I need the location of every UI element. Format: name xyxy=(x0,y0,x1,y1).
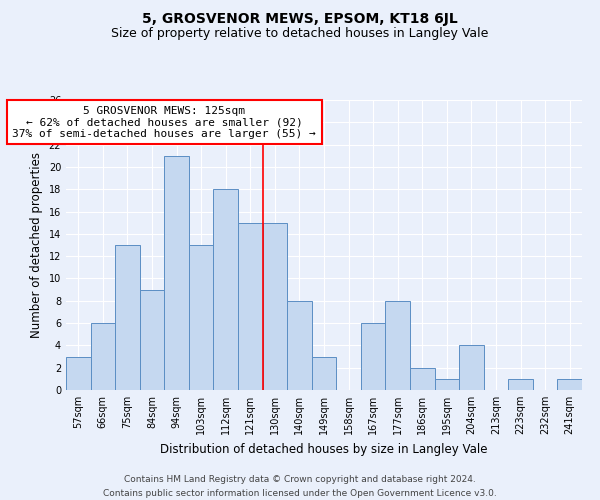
Bar xyxy=(287,301,312,390)
Bar xyxy=(312,356,336,390)
Bar xyxy=(189,245,214,390)
Bar xyxy=(66,356,91,390)
Bar xyxy=(385,301,410,390)
X-axis label: Distribution of detached houses by size in Langley Vale: Distribution of detached houses by size … xyxy=(160,442,488,456)
Text: Size of property relative to detached houses in Langley Vale: Size of property relative to detached ho… xyxy=(112,28,488,40)
Bar xyxy=(361,323,385,390)
Bar xyxy=(263,222,287,390)
Bar xyxy=(410,368,434,390)
Bar xyxy=(91,323,115,390)
Bar xyxy=(459,346,484,390)
Bar xyxy=(508,379,533,390)
Bar xyxy=(115,245,140,390)
Y-axis label: Number of detached properties: Number of detached properties xyxy=(30,152,43,338)
Bar xyxy=(557,379,582,390)
Bar xyxy=(434,379,459,390)
Text: 5, GROSVENOR MEWS, EPSOM, KT18 6JL: 5, GROSVENOR MEWS, EPSOM, KT18 6JL xyxy=(142,12,458,26)
Bar xyxy=(140,290,164,390)
Text: Contains HM Land Registry data © Crown copyright and database right 2024.
Contai: Contains HM Land Registry data © Crown c… xyxy=(103,476,497,498)
Bar xyxy=(238,222,263,390)
Bar xyxy=(214,189,238,390)
Bar xyxy=(164,156,189,390)
Text: 5 GROSVENOR MEWS: 125sqm
← 62% of detached houses are smaller (92)
37% of semi-d: 5 GROSVENOR MEWS: 125sqm ← 62% of detach… xyxy=(13,106,316,139)
